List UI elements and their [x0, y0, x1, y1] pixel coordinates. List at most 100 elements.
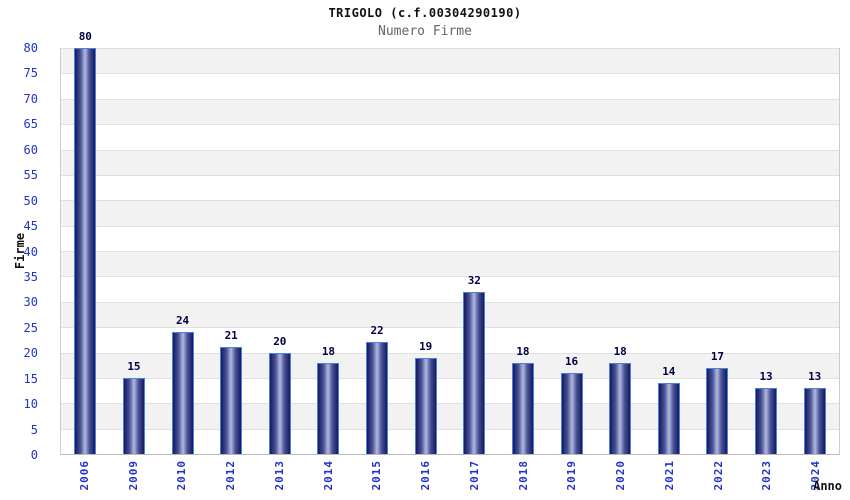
bar-slot: 80 [61, 30, 110, 454]
y-tick-label: 75 [23, 66, 38, 81]
y-tick-label: 55 [23, 168, 38, 183]
bar-slot: 21 [207, 48, 256, 454]
y-tick-label: 25 [23, 320, 38, 335]
x-tick-label: 2010 [175, 460, 189, 491]
plot-band [61, 149, 839, 175]
gridline [61, 327, 839, 329]
x-tick-label: 2023 [760, 460, 774, 491]
x-tick-label: 2022 [711, 460, 725, 491]
plot-band [61, 301, 839, 328]
bar-value-label: 80 [78, 30, 92, 43]
bar-2020 [609, 362, 632, 454]
x-tick-cell: 2006 [60, 460, 109, 491]
bar-slot: 13 [742, 48, 791, 454]
plot-band [61, 174, 839, 201]
bar-value-label: 24 [175, 314, 190, 328]
bar-2012 [220, 347, 243, 454]
bar-2021 [657, 382, 680, 454]
gridline [61, 124, 839, 126]
plot-band [61, 200, 839, 226]
bar-slot: 13 [790, 48, 839, 454]
bar-slot: 18 [304, 48, 353, 454]
x-axis-ticks: 2006 2009 2010 2012 2013 2014 2015 2016 2017 2018… [60, 460, 840, 500]
bar-series: 80 15 24 21 20 18 22 19 32 18 16 18 14 17 13 13 [61, 30, 839, 454]
x-tick-cell: 2016 [401, 460, 450, 491]
bar-slot: 20 [256, 48, 305, 454]
gridline [61, 301, 839, 303]
bar-value-label: 15 [127, 359, 141, 373]
y-tick-label: 45 [23, 219, 38, 234]
bar-value-label: 21 [224, 329, 238, 343]
chart-subtitle: Numero Firme [378, 24, 472, 39]
bar-value-label: 13 [759, 370, 773, 384]
x-tick-label: 2015 [370, 460, 384, 491]
x-axis-title: Anno [813, 479, 842, 493]
bar-value-label: 17 [710, 349, 725, 363]
bar-2015 [366, 342, 389, 454]
bar-value-label: 13 [808, 370, 822, 384]
gridline [61, 200, 839, 202]
x-tick-cell: 2013 [255, 460, 304, 491]
bar-slot: 22 [353, 48, 402, 454]
bar-value-label: 18 [613, 344, 627, 358]
plot-band [61, 225, 839, 251]
x-tick-cell: 2009 [109, 460, 158, 491]
x-tick-cell: 2022 [694, 460, 743, 491]
x-tick-cell: 2010 [158, 460, 207, 491]
bar-value-label: 20 [273, 334, 287, 348]
x-tick-label: 2017 [467, 460, 481, 491]
gridline [61, 149, 839, 151]
bar-slot: 17 [693, 48, 742, 454]
bar-value-label: 14 [662, 364, 676, 378]
x-tick-label: 2020 [614, 460, 628, 491]
x-tick-cell: 2014 [304, 460, 353, 491]
y-tick-label: 15 [23, 371, 38, 386]
bar-slot: 14 [645, 48, 694, 454]
y-tick-label: 5 [30, 422, 38, 437]
plot-band [61, 98, 839, 125]
y-tick-label: 10 [23, 397, 38, 412]
y-tick-label: 35 [23, 269, 38, 284]
bar-2010 [171, 332, 194, 454]
x-tick-cell: 2018 [499, 460, 548, 491]
x-tick-cell: 2017 [450, 460, 499, 491]
y-tick-label: 40 [23, 244, 38, 259]
bar-slot: 16 [547, 48, 596, 454]
plot-band [61, 276, 839, 302]
gridline [61, 377, 839, 379]
gridline [61, 98, 839, 100]
gridline [61, 276, 839, 278]
bar-value-label: 18 [321, 344, 336, 358]
y-tick-label: 65 [23, 117, 38, 132]
bar-2014 [317, 362, 340, 454]
bar-value-label: 22 [370, 324, 384, 338]
gridline [61, 352, 839, 354]
gridline [61, 225, 839, 227]
chart-title: TRIGOLO (c.f.00304290190) [328, 6, 522, 20]
x-tick-label: 2014 [321, 460, 335, 491]
bar-2018 [511, 362, 534, 454]
y-tick-label: 80 [23, 41, 38, 55]
y-tick-label: 30 [23, 295, 38, 310]
plot-band [61, 73, 839, 99]
bar-value-label: 18 [516, 344, 530, 358]
x-tick-cell: 2019 [548, 460, 597, 491]
x-tick-cell: 2020 [596, 460, 645, 491]
bar-2023 [755, 388, 778, 454]
bar-slot: 18 [596, 48, 645, 454]
plot-area: 80 15 24 21 20 18 22 19 32 18 16 18 14 17 13 13 [60, 30, 840, 455]
bar-2013 [268, 352, 291, 454]
bar-2024 [803, 388, 826, 454]
bar-slot: 15 [110, 48, 159, 454]
gridline [61, 403, 839, 405]
bar-2022 [706, 367, 729, 454]
bar-value-label: 19 [419, 339, 433, 353]
plot-band [61, 251, 839, 277]
bar-slot: 18 [499, 48, 548, 454]
x-tick-cell: 2012 [206, 460, 255, 491]
bar-slot: 24 [158, 48, 207, 454]
gridline [61, 428, 839, 430]
bar-2006 [74, 48, 97, 454]
bar-2009 [122, 377, 145, 454]
